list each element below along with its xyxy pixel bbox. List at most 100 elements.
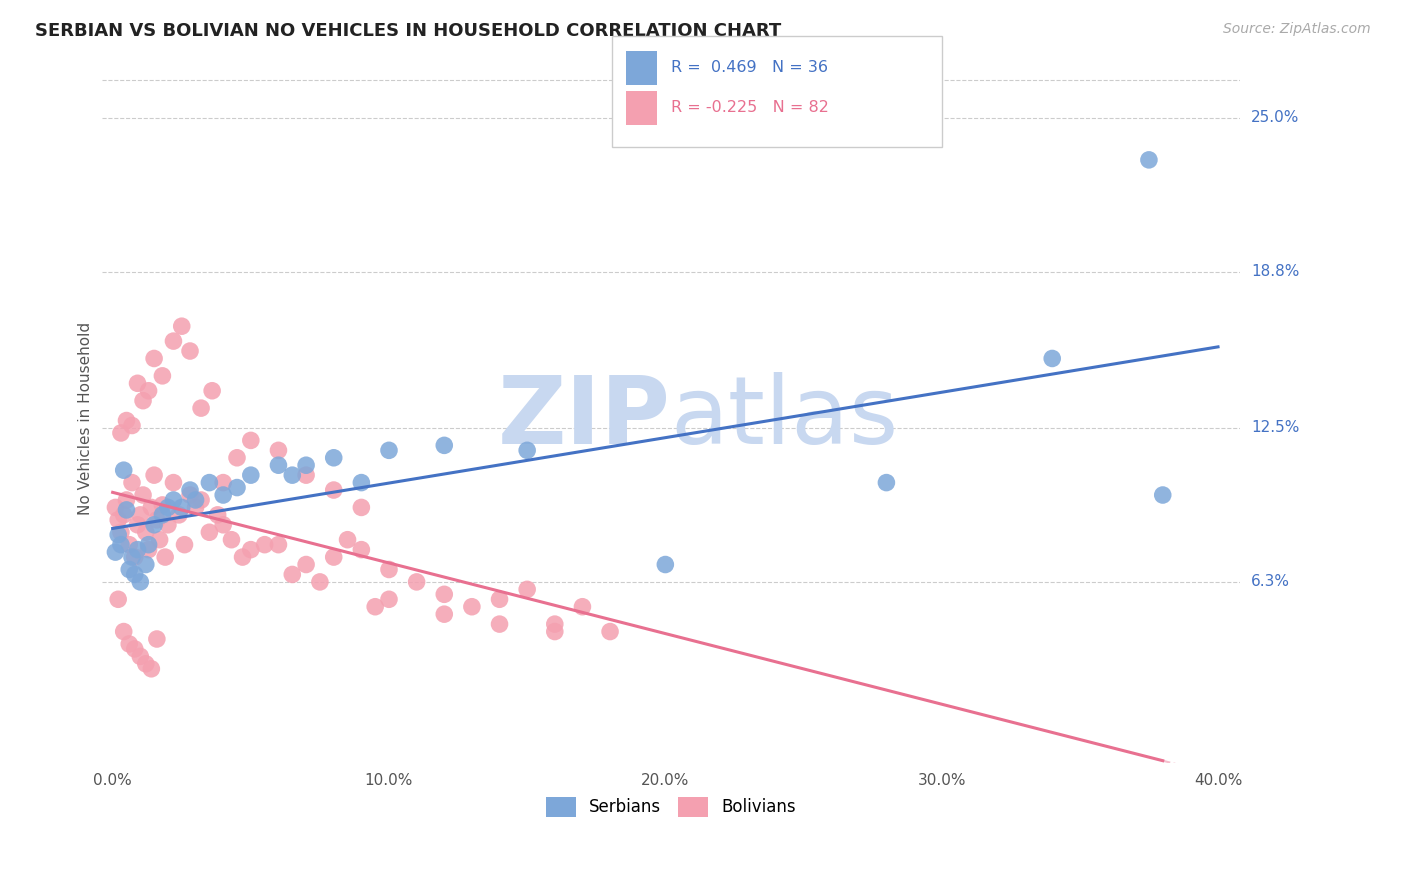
Point: [118, 637, 141, 651]
Point: [170, 500, 193, 515]
Point: [173, 538, 195, 552]
Point: [110, 538, 132, 552]
Point: [135, 525, 157, 540]
Point: [226, 481, 249, 495]
Point: [179, 344, 201, 359]
Point: [153, 550, 176, 565]
Point: [156, 517, 179, 532]
Point: [121, 418, 143, 433]
Point: [138, 384, 160, 398]
Point: [232, 550, 254, 565]
Point: [544, 624, 567, 639]
Point: [599, 624, 621, 639]
Point: [167, 508, 190, 522]
Text: SERBIAN VS BOLIVIAN NO VEHICLES IN HOUSEHOLD CORRELATION CHART: SERBIAN VS BOLIVIAN NO VEHICLES IN HOUSE…: [35, 22, 782, 40]
Point: [336, 533, 359, 547]
Point: [141, 500, 163, 515]
Point: [170, 319, 193, 334]
Point: [152, 508, 174, 522]
Point: [138, 538, 160, 552]
Point: [141, 662, 163, 676]
Point: [138, 542, 160, 557]
Point: [364, 599, 387, 614]
Point: [115, 503, 138, 517]
Point: [309, 574, 332, 589]
Point: [152, 498, 174, 512]
Point: [378, 562, 401, 576]
Point: [322, 550, 344, 565]
Point: [127, 542, 149, 557]
Point: [129, 508, 152, 522]
Point: [212, 517, 235, 532]
Point: [112, 508, 135, 522]
Point: [135, 657, 157, 671]
Point: [350, 475, 373, 490]
Point: [198, 525, 221, 540]
Point: [322, 483, 344, 497]
Text: Source: ZipAtlas.com: Source: ZipAtlas.com: [1223, 22, 1371, 37]
Point: [146, 513, 169, 527]
Point: [107, 527, 129, 541]
Point: [121, 475, 143, 490]
Point: [124, 550, 146, 565]
Point: [127, 517, 149, 532]
Point: [221, 533, 243, 547]
Text: 6.3%: 6.3%: [1251, 574, 1291, 590]
Text: atlas: atlas: [671, 372, 898, 464]
Point: [516, 443, 538, 458]
Point: [267, 538, 290, 552]
Y-axis label: No Vehicles in Household: No Vehicles in Household: [79, 321, 93, 515]
Text: R = -0.225   N = 82: R = -0.225 N = 82: [671, 101, 828, 115]
Point: [112, 463, 135, 477]
Text: 12.5%: 12.5%: [1251, 420, 1299, 435]
Point: [110, 525, 132, 540]
Point: [295, 468, 318, 483]
Point: [190, 493, 212, 508]
Point: [143, 468, 166, 483]
Point: [104, 500, 127, 515]
Point: [112, 624, 135, 639]
Point: [207, 508, 229, 522]
Point: [571, 599, 593, 614]
Point: [179, 483, 201, 497]
Point: [115, 493, 138, 508]
Text: 18.8%: 18.8%: [1251, 264, 1299, 279]
Legend: Serbians, Bolivians: Serbians, Bolivians: [538, 790, 803, 824]
Point: [201, 384, 224, 398]
Point: [281, 468, 304, 483]
Point: [488, 592, 510, 607]
Point: [152, 368, 174, 383]
Point: [295, 458, 318, 473]
Point: [124, 642, 146, 657]
Point: [149, 533, 172, 547]
Point: [118, 538, 141, 552]
Point: [322, 450, 344, 465]
Point: [405, 574, 427, 589]
Point: [253, 538, 276, 552]
Point: [461, 599, 484, 614]
Point: [110, 425, 132, 440]
Point: [124, 567, 146, 582]
Point: [267, 443, 290, 458]
Point: [107, 592, 129, 607]
Point: [118, 562, 141, 576]
Point: [190, 401, 212, 416]
Point: [104, 545, 127, 559]
Point: [433, 438, 456, 452]
Point: [162, 334, 184, 348]
Point: [143, 517, 166, 532]
Point: [239, 434, 262, 448]
Point: [115, 413, 138, 427]
Point: [1152, 488, 1174, 502]
Text: ZIP: ZIP: [498, 372, 671, 464]
Point: [146, 632, 169, 646]
Point: [184, 493, 207, 508]
Point: [1040, 351, 1063, 366]
Point: [198, 475, 221, 490]
Point: [135, 558, 157, 572]
Point: [132, 488, 155, 502]
Point: [239, 468, 262, 483]
Point: [433, 607, 456, 622]
Point: [121, 550, 143, 565]
Point: [516, 582, 538, 597]
